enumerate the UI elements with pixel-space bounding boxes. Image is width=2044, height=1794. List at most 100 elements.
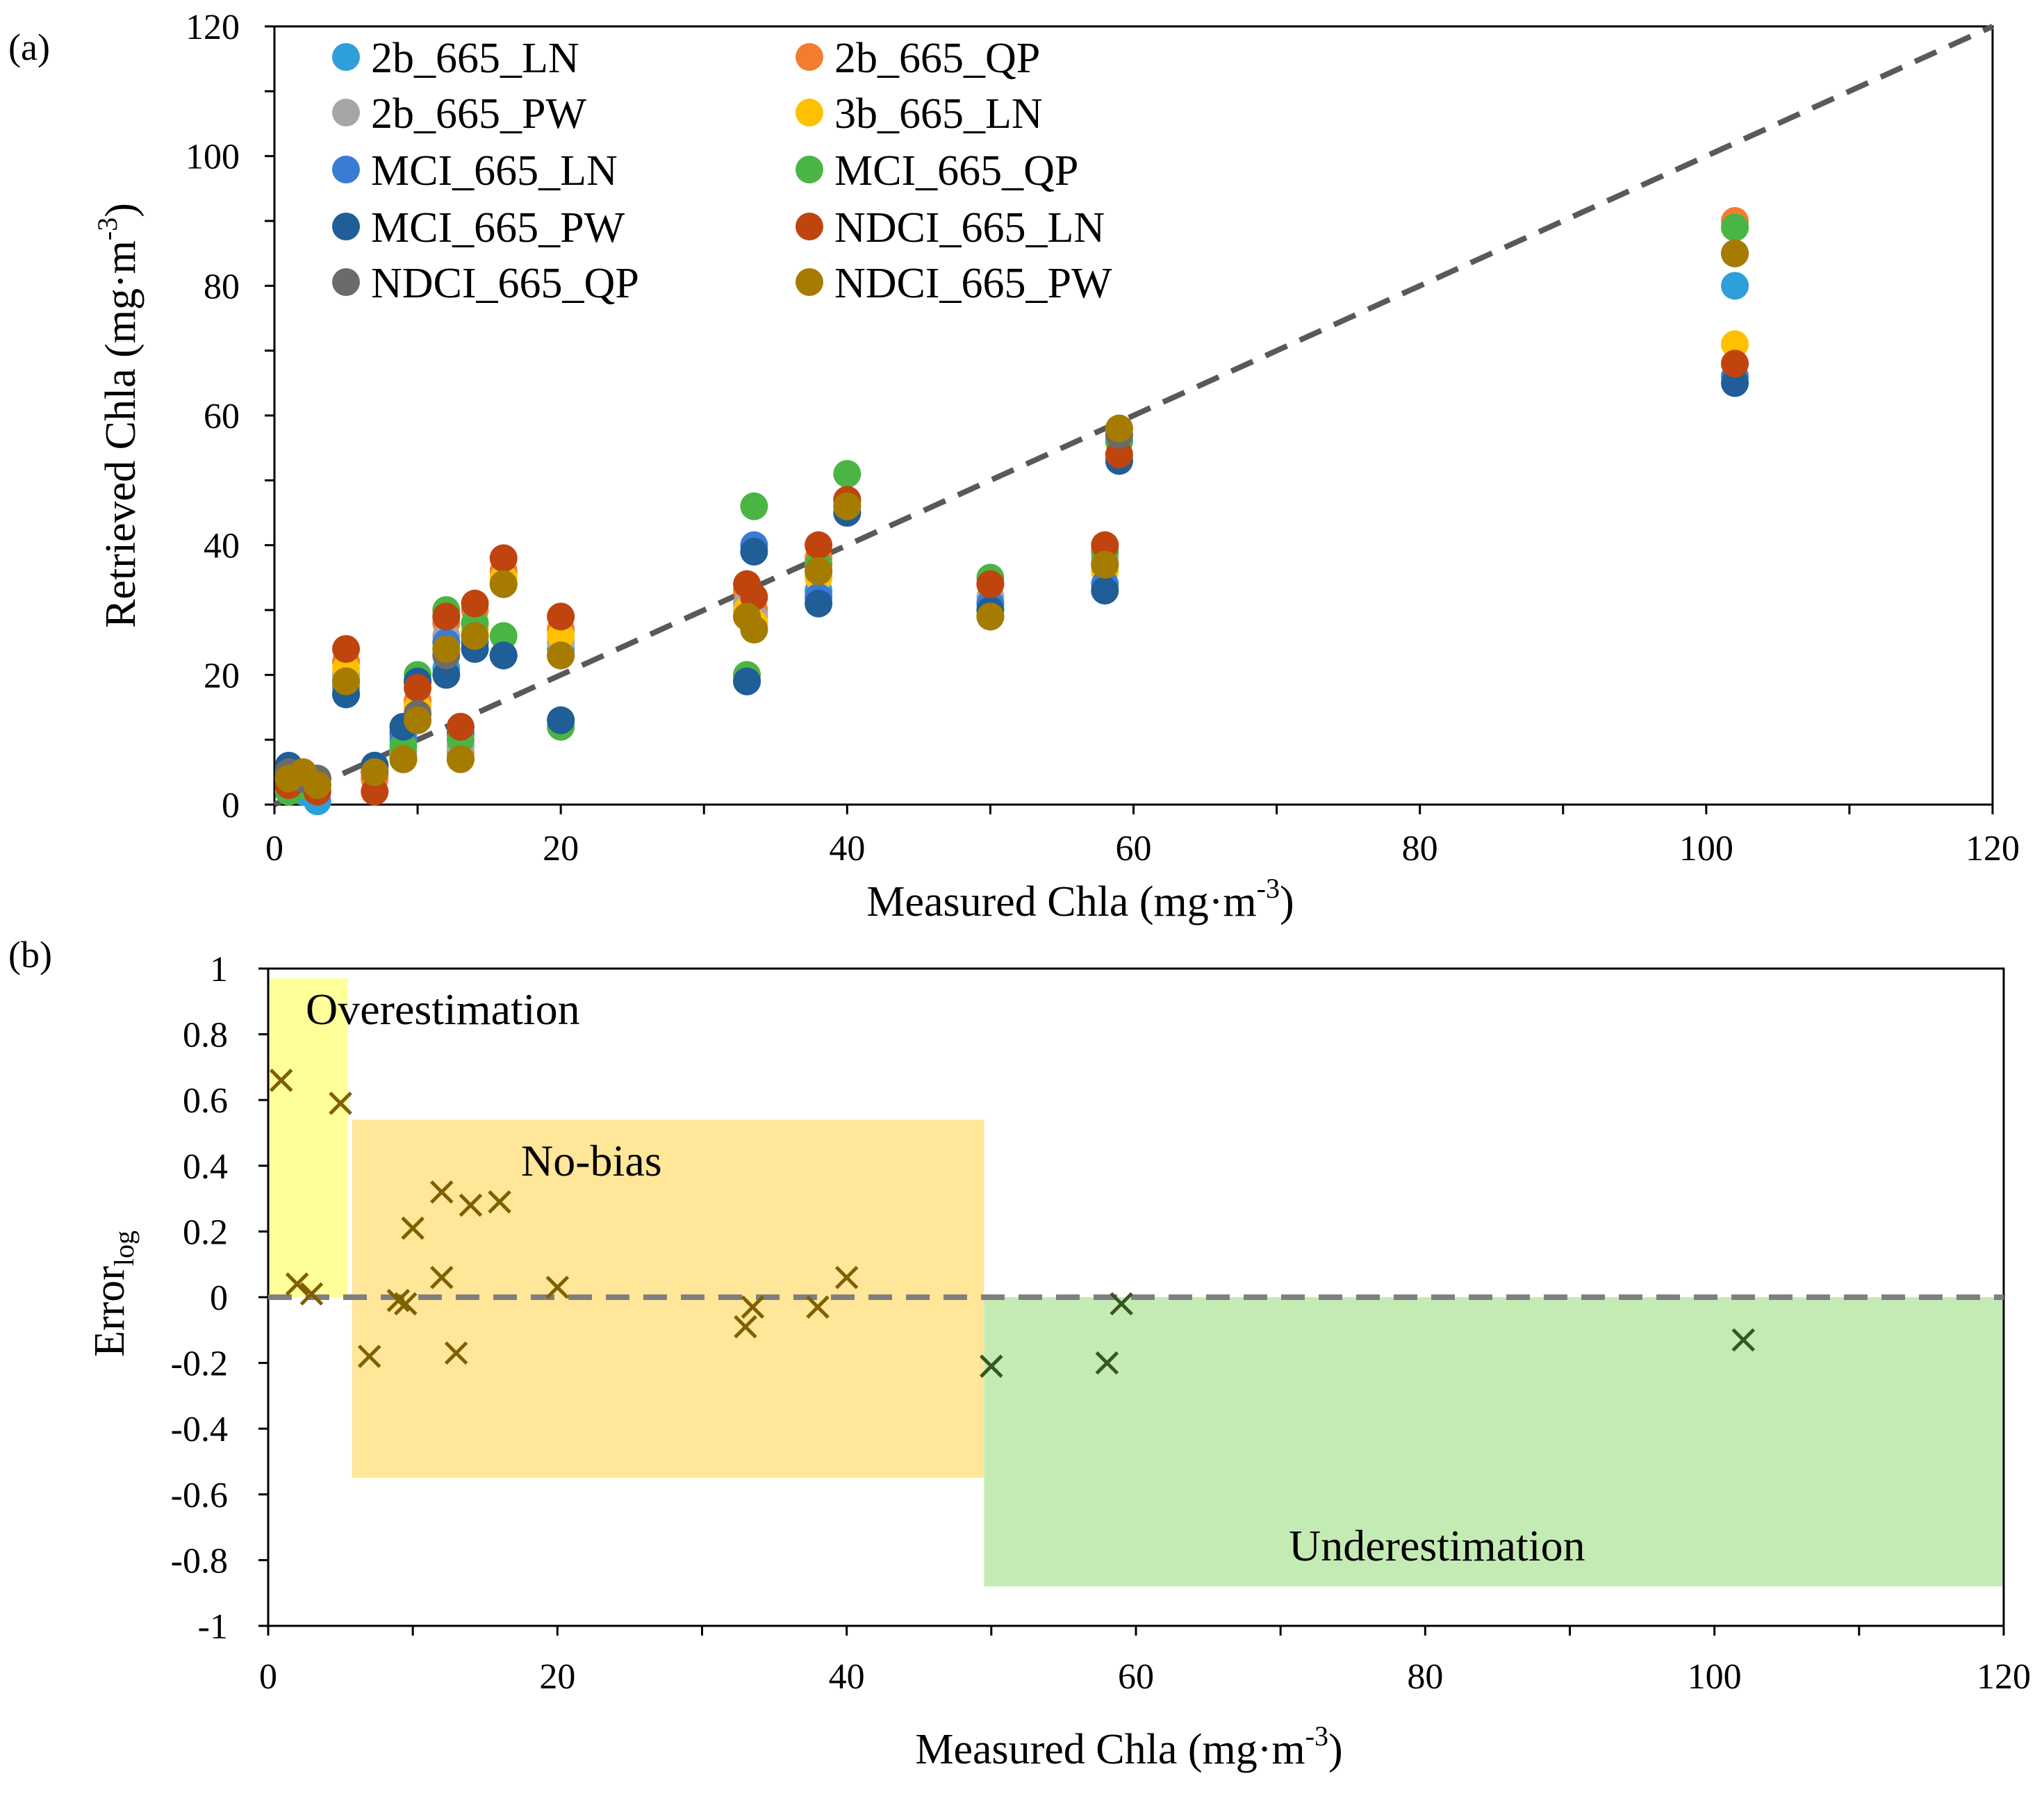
y-tick-label-b: -0.4 — [171, 1410, 228, 1449]
y-axis-unit-close: ) — [97, 203, 145, 217]
x-tick-label-a: 40 — [829, 829, 865, 869]
data-point-MCI_665_PW — [733, 667, 761, 696]
error-point-stroke — [401, 1216, 425, 1240]
error-point — [401, 1216, 425, 1240]
data-point-MCI_665_QP — [740, 492, 768, 520]
panel-b: Overestimation No-bias Underestimation 1 0.8… — [8, 934, 2031, 1773]
error-point — [1095, 1351, 1119, 1375]
data-point-NDCI_665_PW — [740, 616, 768, 643]
data-point-NDCI_665_PW — [303, 771, 331, 799]
error-point-stroke — [329, 1092, 352, 1115]
error-point — [1110, 1292, 1133, 1316]
y-tick-label-a: 60 — [204, 397, 240, 436]
x-axis-title-a: Measured Chla (mg·m-3) — [866, 873, 1294, 925]
y-tick-label-a: 0 — [222, 786, 240, 825]
legend-label-MCI_665_PW: MCI_665_PW — [371, 204, 625, 252]
data-point-NDCI_665_PW — [1105, 414, 1133, 443]
error-point-stroke — [299, 1282, 324, 1306]
x-tick-label-a: 60 — [1116, 829, 1152, 869]
region-overestimation — [268, 978, 348, 1297]
data-point-NDCI_665_LN — [805, 531, 833, 559]
legend-a: 2b_665_LN 2b_665_QP 2b_665_PW 3b_665_LN MCI_… — [332, 35, 1112, 307]
y-tick-label-b: 1 — [210, 950, 228, 989]
error-point-stroke — [1095, 1351, 1119, 1375]
series-NDCI_665_PW — [274, 239, 1749, 799]
error-point-stroke — [393, 1292, 418, 1316]
data-point-MCI_665_QP — [1721, 213, 1749, 242]
error-point-stroke — [430, 1180, 454, 1204]
error-point-stroke — [734, 1315, 757, 1339]
legend-label-MCI_665_QP: MCI_665_QP — [834, 147, 1078, 195]
legend-marker-2b_665_LN — [332, 43, 360, 71]
legend-marker-MCI_665_QP — [796, 156, 823, 183]
data-point-2b_665_LN — [1721, 272, 1749, 300]
x-tick-label-b: 80 — [1407, 1657, 1443, 1697]
x-axis-title-text: Measured Chla (mg·m — [915, 1726, 1305, 1773]
panel-label-a: (a) — [8, 26, 50, 68]
data-point-NDCI_665_PW — [547, 641, 575, 670]
y-tick-label-a: 100 — [186, 138, 240, 177]
region-label-no-bias: No-bias — [521, 1136, 662, 1185]
y-axis-title-text: Error — [86, 1266, 133, 1357]
error-point — [393, 1292, 418, 1316]
data-point-NDCI_665_PW — [446, 745, 475, 773]
x-tick-label-a: 80 — [1402, 829, 1438, 869]
y-tick-label-b: -0.8 — [171, 1541, 228, 1581]
legend-label-NDCI_665_PW: NDCI_665_PW — [834, 260, 1112, 307]
data-point-NDCI_665_PW — [389, 745, 418, 773]
error-point-stroke — [741, 1295, 765, 1319]
data-point-NDCI_665_LN — [1091, 531, 1119, 559]
y-tick-label-a: 40 — [204, 527, 240, 566]
x-axis-unit-exponent: -3 — [1257, 873, 1280, 904]
error-point — [806, 1295, 830, 1319]
x-tick-label-b: 60 — [1118, 1657, 1154, 1697]
y-tick-label-a: 120 — [186, 8, 240, 47]
error-point — [269, 1069, 293, 1092]
error-point-stroke — [1110, 1292, 1133, 1316]
legend-label-NDCI_665_LN: NDCI_665_LN — [834, 204, 1105, 252]
region-label-overestimation: Overestimation — [306, 985, 580, 1034]
y-axis-title-subscript: log — [108, 1231, 140, 1266]
data-point-MCI_665_QP — [833, 460, 862, 488]
x-axis-title-text: Measured Chla (mg·m — [866, 878, 1256, 925]
legend-label-NDCI_665_QP: NDCI_665_QP — [371, 260, 639, 307]
error-point — [459, 1193, 483, 1217]
data-point-MCI_665_PW — [489, 641, 518, 670]
y-tick-label-b: 0.4 — [183, 1147, 228, 1187]
x-axis-unit-exponent: -3 — [1305, 1720, 1328, 1752]
y-tick-label-b: -0.2 — [171, 1344, 228, 1384]
error-point-stroke — [357, 1344, 381, 1368]
data-point-NDCI_665_LN — [461, 589, 489, 618]
y-axis-title-a: Retrieved Chla (mg·m-3) — [92, 203, 145, 628]
x-tick-label-b: 20 — [539, 1657, 575, 1697]
y-tick-label-b: -1 — [198, 1607, 228, 1647]
data-point-MCI_665_PW — [1091, 577, 1119, 604]
data-point-NDCI_665_LN — [332, 635, 361, 663]
data-point-3b_665_LN — [547, 622, 575, 650]
y-axis-title-b: Errorlog — [86, 1231, 140, 1357]
data-point-NDCI_665_LN — [976, 570, 1005, 598]
data-point-NDCI_665_PW — [1721, 239, 1749, 268]
x-tick-label-b: 40 — [829, 1657, 865, 1697]
x-tick-label-b: 120 — [1977, 1657, 2031, 1697]
data-point-NDCI_665_LN — [1721, 349, 1749, 378]
error-point — [980, 1354, 1003, 1379]
error-point — [430, 1265, 454, 1290]
data-point-NDCI_665_PW — [1091, 550, 1119, 579]
data-point-NDCI_665_PW — [489, 570, 518, 598]
x-tick-label-b: 100 — [1688, 1657, 1742, 1697]
error-point — [545, 1276, 570, 1299]
error-point — [488, 1190, 511, 1214]
error-point-stroke — [545, 1276, 570, 1299]
legend-marker-2b_665_PW — [332, 99, 360, 126]
x-axis-title-b: Measured Chla (mg·m-3) — [915, 1720, 1342, 1773]
data-point-NDCI_665_PW — [332, 667, 361, 696]
data-point-MCI_665_PW — [547, 706, 575, 734]
legend-marker-2b_665_QP — [796, 43, 823, 71]
panel-label-b: (b) — [8, 934, 52, 976]
data-point-NDCI_665_LN — [446, 713, 475, 741]
error-point-stroke — [269, 1069, 293, 1092]
error-point-stroke — [806, 1295, 830, 1319]
error-point — [444, 1341, 468, 1365]
